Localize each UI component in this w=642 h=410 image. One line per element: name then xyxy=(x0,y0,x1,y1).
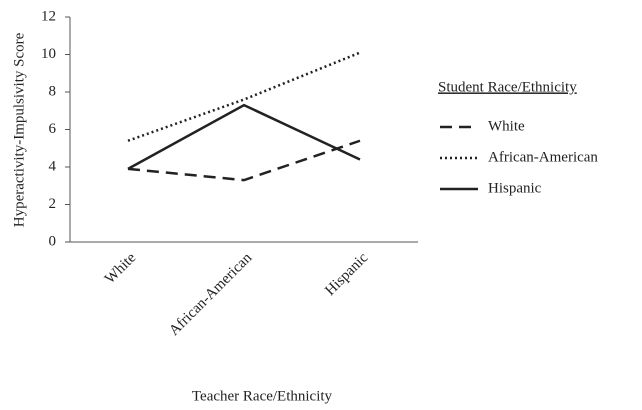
legend-label: African-American xyxy=(488,149,598,165)
legend-label: White xyxy=(488,118,525,134)
y-tick-label: 0 xyxy=(49,233,57,249)
y-tick-label: 6 xyxy=(49,121,57,137)
y-tick-label: 2 xyxy=(49,196,57,212)
x-tick-label: White xyxy=(102,250,139,287)
legend-title: Student Race/Ethnicity xyxy=(438,79,577,95)
y-axis-label: Hyperactivity-Impulsivity Score xyxy=(11,32,27,227)
y-tick-label: 8 xyxy=(49,83,57,99)
line-series xyxy=(127,139,361,182)
x-tick-label: African-American xyxy=(166,250,255,339)
x-axis-label: Teacher Race/Ethnicity xyxy=(192,388,333,404)
y-tick-label: 12 xyxy=(41,8,56,24)
x-tick-label: Hispanic xyxy=(322,250,371,299)
y-tick-label: 4 xyxy=(49,158,57,174)
y-tick-label: 10 xyxy=(41,46,56,62)
line-series xyxy=(127,103,361,170)
line-series xyxy=(127,51,361,142)
legend-label: Hispanic xyxy=(488,180,542,196)
